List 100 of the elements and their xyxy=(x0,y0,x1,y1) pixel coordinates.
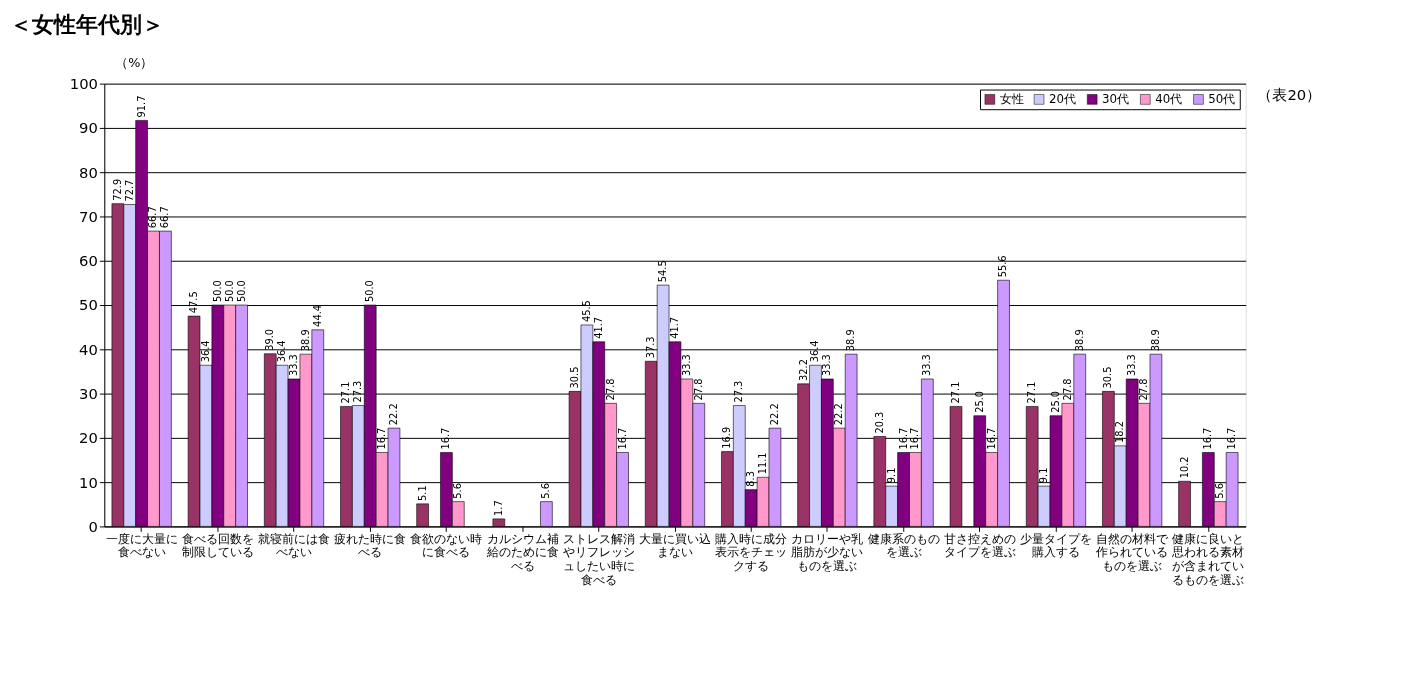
data-label: 36.4 xyxy=(199,340,211,363)
data-label: 25.0 xyxy=(973,390,985,413)
data-label: 27.8 xyxy=(1137,378,1149,401)
legend-label: 20代 xyxy=(1048,92,1076,107)
data-label: 91.7 xyxy=(135,95,147,118)
data-label: 16.7 xyxy=(376,427,388,450)
text: （表20） xyxy=(1257,86,1322,104)
x-tick-label: 甘さ控えめのタイプを選ぶ xyxy=(943,531,1016,560)
data-label: 27.8 xyxy=(1061,378,1073,401)
x-tick-label: カルシウム補給のために食べる xyxy=(485,531,559,574)
data-label: 16.7 xyxy=(909,427,921,450)
data-label: 22.2 xyxy=(387,403,399,426)
data-label: 33.3 xyxy=(921,354,933,377)
data-label: 44.4 xyxy=(311,304,323,327)
data-label: 33.3 xyxy=(287,354,299,377)
data-label: 5.6 xyxy=(540,483,552,499)
data-label: 50.0 xyxy=(235,280,247,303)
chart-title: ＜女性年代別＞ xyxy=(10,12,165,38)
data-label: 55.6 xyxy=(997,255,1009,278)
data-label: 30.5 xyxy=(1102,366,1114,389)
data-label: 16.7 xyxy=(1226,427,1238,450)
y-axis-title: （%） xyxy=(115,55,154,71)
data-label: 66.7 xyxy=(159,206,171,229)
data-label: 27.3 xyxy=(352,380,364,403)
data-label: 16.7 xyxy=(985,427,997,450)
data-label: 36.4 xyxy=(276,340,288,363)
y-tick-label: 50 xyxy=(79,296,98,314)
x-tick-label: 購入時に成分表示をチェックする xyxy=(715,531,788,574)
data-label: 50.0 xyxy=(211,280,223,303)
x-tick-label: 食欲のない時に食べる xyxy=(410,531,483,560)
data-label: 22.2 xyxy=(768,403,780,426)
data-label: 41.7 xyxy=(592,316,604,339)
x-tick-label: 健康に良いと思われる素材が含まれているものを選ぶ xyxy=(1171,531,1245,587)
data-label: 16.7 xyxy=(440,427,452,450)
data-label: 33.3 xyxy=(680,354,692,377)
data-label: 50.0 xyxy=(223,280,235,303)
x-tick-label: 就寝前には食べない xyxy=(258,531,331,560)
data-label: 18.2 xyxy=(1114,420,1126,443)
y-tick-label: 20 xyxy=(79,429,98,447)
y-tick-label: 90 xyxy=(79,119,98,137)
data-label: 36.4 xyxy=(809,340,821,363)
data-label: 27.1 xyxy=(949,381,961,404)
y-tick-label: 30 xyxy=(79,385,98,402)
data-label: 33.3 xyxy=(1126,354,1138,377)
data-label: 37.3 xyxy=(645,336,657,359)
legend-label: 40代 xyxy=(1155,92,1183,107)
data-label: 32.2 xyxy=(797,359,809,381)
data-label: 27.1 xyxy=(340,381,352,404)
y-tick-label: 80 xyxy=(79,163,98,181)
data-label: 22.2 xyxy=(833,403,845,426)
data-label: 16.7 xyxy=(616,427,628,450)
data-label: 20.3 xyxy=(873,411,885,434)
data-label: 27.8 xyxy=(604,378,616,401)
y-tick-label: 60 xyxy=(79,252,98,270)
data-label: 25.0 xyxy=(1049,390,1061,413)
data-label: 11.1 xyxy=(757,452,769,475)
data-label: 72.7 xyxy=(123,179,135,202)
data-label: 45.5 xyxy=(580,300,592,323)
data-label: 47.5 xyxy=(188,291,200,314)
data-label: 27.1 xyxy=(1026,381,1038,404)
x-tick-label: 大量に買い込まない xyxy=(638,531,711,560)
data-label: 54.5 xyxy=(657,260,669,283)
legend-label: 女性 xyxy=(999,92,1024,107)
y-tick-label: 10 xyxy=(79,473,98,491)
data-label: 72.9 xyxy=(111,178,123,201)
x-tick-label: 疲れた時に食べる xyxy=(334,531,407,560)
x-tick-label: 少量タイプを購入する xyxy=(1019,531,1092,560)
data-label: 27.3 xyxy=(733,380,745,403)
legend-label: 50代 xyxy=(1208,92,1236,107)
x-tick-label: 自然の材料で作られているものを選ぶ xyxy=(1095,531,1170,574)
data-label: 5.6 xyxy=(452,483,464,499)
data-label: 38.9 xyxy=(299,329,311,352)
data-label: 16.7 xyxy=(897,427,909,450)
x-tick-label: 食べる回数を制限している xyxy=(181,531,254,560)
data-label: 1.7 xyxy=(492,500,504,516)
y-tick-label: 40 xyxy=(79,340,98,358)
data-label: 33.3 xyxy=(821,354,833,377)
data-label: 16.9 xyxy=(721,426,733,449)
x-tick-label: ストレス解消やリフレッシュしたい時に食べる xyxy=(562,531,635,587)
x-tick-label: 一度に大量に食べない xyxy=(105,531,178,560)
data-label: 5.6 xyxy=(1214,483,1226,499)
y-tick-label: 0 xyxy=(88,517,98,535)
data-label: 38.9 xyxy=(845,329,857,352)
x-tick-label: カロリーや乳脂肪が少ないものを選ぶ xyxy=(791,531,864,574)
data-label: 16.7 xyxy=(1202,427,1214,450)
data-label: 9.1 xyxy=(885,467,897,484)
data-label: 41.7 xyxy=(668,316,680,339)
data-label: 66.7 xyxy=(147,206,159,229)
data-label: 38.9 xyxy=(1149,329,1161,352)
y-tick-label: 70 xyxy=(79,207,98,225)
x-tick-label: 健康系のものを選ぶ xyxy=(867,531,940,560)
data-label: 8.3 xyxy=(745,471,757,487)
data-label: 38.9 xyxy=(1073,329,1085,352)
data-label: 27.8 xyxy=(692,378,704,401)
data-label: 5.1 xyxy=(416,485,428,501)
data-label: 30.5 xyxy=(568,366,580,389)
data-label: 10.2 xyxy=(1178,456,1190,479)
y-tick-label: 100 xyxy=(69,75,98,93)
data-label: 39.0 xyxy=(264,328,276,351)
data-label: 50.0 xyxy=(364,280,376,303)
